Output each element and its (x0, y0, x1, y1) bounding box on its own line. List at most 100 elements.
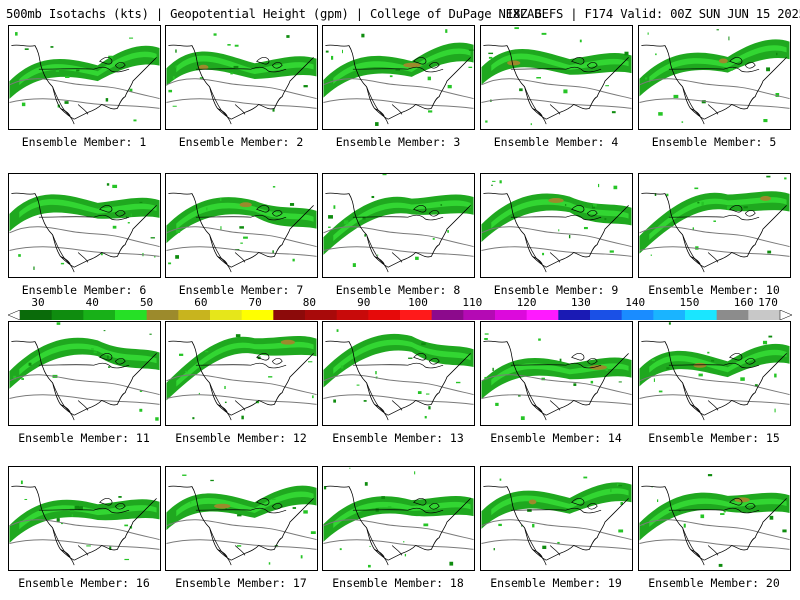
coastline (11, 192, 157, 268)
mexico-coast (524, 86, 561, 125)
colorbar-swatch (621, 310, 654, 320)
border-line (352, 507, 444, 514)
border-line (668, 507, 760, 514)
border-line (195, 362, 287, 369)
isotach-speckle (557, 541, 560, 544)
jet-max (528, 499, 537, 505)
isotach-speckle (56, 518, 60, 522)
great-lakes (729, 204, 756, 217)
isotach-speckle (168, 262, 172, 265)
isotach-speckle (651, 359, 655, 362)
mexico-coast (52, 527, 89, 566)
map-canvas (639, 175, 790, 273)
isotach-speckle (78, 506, 83, 510)
isotach-speckle (205, 350, 209, 353)
isotach-speckle (647, 32, 649, 35)
mexico-coast (209, 527, 246, 566)
isotach-speckle (175, 49, 177, 53)
isotach-speckle (112, 225, 117, 229)
colorbar-swatch (368, 310, 401, 320)
border-line (668, 214, 760, 221)
isotach-speckle (139, 390, 143, 392)
isotach-speckle (362, 216, 366, 220)
isotach-speckle (341, 49, 343, 54)
isotach-speckle (300, 555, 303, 559)
isotach-speckle (369, 545, 371, 548)
colorbar-swatch (716, 310, 749, 320)
isotach-speckle (415, 256, 419, 260)
isotach-speckle (518, 395, 521, 397)
colorbar-labels: 30 40 50 60 70 80 90 100 110 120 130 140 150 160 170 (8, 297, 792, 309)
border-line (38, 507, 130, 514)
map-canvas (323, 174, 474, 273)
mexico-coast (209, 234, 246, 273)
isotach-speckle (60, 262, 65, 265)
panel-caption: Ensemble Member: 20 (648, 576, 780, 590)
isotach-speckle (377, 254, 379, 256)
isotach-speckle (683, 523, 686, 528)
panel-caption: Ensemble Member: 18 (332, 576, 464, 590)
isotach-speckle (711, 359, 715, 362)
isotach-speckle (498, 523, 502, 527)
isotach-speckle (93, 351, 97, 354)
isotach-speckle (484, 333, 489, 335)
great-lakes (729, 56, 756, 69)
height-contour (481, 374, 632, 396)
isotach-speckle (139, 408, 143, 412)
isotach-speckle (681, 121, 684, 123)
isotach-speckle (363, 400, 367, 402)
coastline (325, 340, 471, 416)
isotach-speckle (541, 32, 547, 35)
height-contour (166, 539, 317, 550)
colorbar-tick-label: 30 (31, 296, 45, 309)
map-canvas (481, 333, 632, 421)
jet-core-band (19, 343, 157, 376)
map-panel (480, 466, 633, 571)
jet-stream-band (9, 194, 160, 232)
map-canvas (481, 476, 632, 566)
jet-max (760, 195, 772, 201)
isotach-speckle (408, 357, 413, 359)
mexico-coast (366, 86, 403, 125)
isotach-speckle (91, 348, 94, 350)
isotach-speckle (236, 545, 242, 547)
isotach-speckle (726, 206, 732, 210)
map-canvas (639, 474, 790, 567)
isotach-speckle (542, 545, 547, 550)
isotach-speckle (21, 378, 24, 380)
coastline (168, 340, 314, 416)
isotach-speckle (563, 89, 568, 94)
colorbar-swatch (178, 310, 211, 320)
map-panel (322, 173, 475, 278)
colorbar-swatch (20, 310, 53, 320)
isotach-speckle (705, 497, 708, 499)
coastline (325, 44, 471, 120)
isotach-speckle (175, 65, 178, 69)
isotach-speckle (440, 204, 443, 206)
isotach-speckle (292, 258, 295, 262)
isotach-speckle (71, 514, 74, 517)
isotach-speckle (154, 255, 156, 258)
height-contour (166, 519, 317, 541)
isotach-speckle (28, 362, 32, 366)
isotach-speckle (542, 252, 545, 256)
height-contour (323, 226, 474, 248)
isotach-speckle (172, 105, 177, 107)
border-line (195, 66, 287, 73)
mexico-coast (366, 527, 403, 566)
isotach-speckle (224, 385, 226, 389)
height-contour (9, 539, 160, 550)
colorbar-tick-label: 80 (302, 296, 317, 309)
colorbar-tick-label: 50 (139, 296, 154, 309)
isotach-speckle (213, 33, 217, 36)
mexico-coast (524, 527, 561, 566)
border-line (38, 362, 130, 369)
isotach-speckle (492, 180, 496, 182)
isotach-speckle (328, 226, 331, 228)
isotach-speckle (616, 483, 619, 486)
isotach-speckle (60, 522, 64, 525)
isotach-speckle (697, 201, 700, 204)
map-panel (638, 321, 791, 426)
isotach-speckle (424, 415, 427, 419)
map-panel (322, 466, 475, 571)
